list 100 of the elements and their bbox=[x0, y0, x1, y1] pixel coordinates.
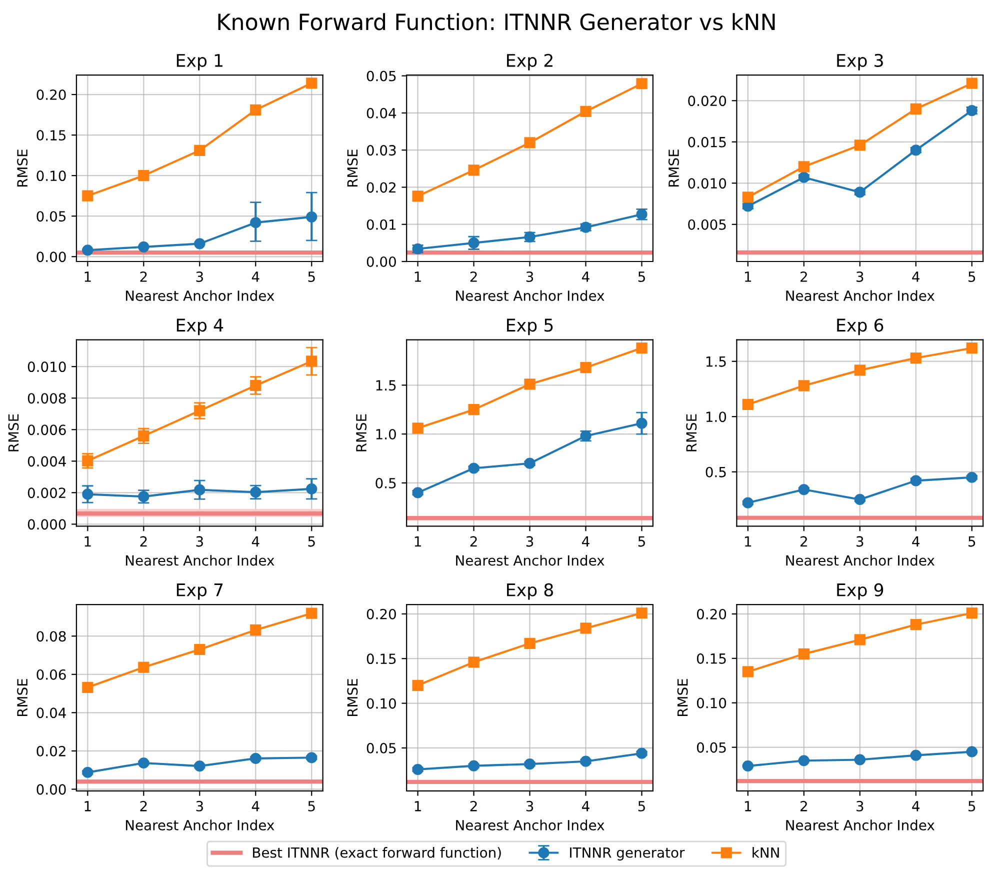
x-axis-title: Nearest Anchor Index bbox=[786, 290, 934, 301]
point bbox=[798, 380, 810, 392]
point bbox=[742, 192, 754, 203]
x-tick-label: 5 bbox=[968, 272, 976, 282]
y-tick-label: 0.10 bbox=[366, 698, 396, 709]
y-tick-label: 0.010 bbox=[28, 362, 66, 372]
x-tick-label: 1 bbox=[84, 536, 91, 546]
point bbox=[82, 488, 94, 500]
point bbox=[250, 752, 262, 764]
x-tick-label: 1 bbox=[84, 272, 91, 282]
point bbox=[138, 757, 150, 769]
point bbox=[742, 398, 754, 410]
point bbox=[910, 144, 922, 156]
chart-title: Exp 3 bbox=[837, 54, 883, 70]
point bbox=[306, 356, 318, 367]
point bbox=[854, 634, 866, 646]
y-tick-label: 0.00 bbox=[36, 784, 66, 795]
chart-title: Exp 6 bbox=[837, 318, 884, 336]
y-tick-label: 0.00 bbox=[36, 252, 66, 262]
x-tick-label: 1 bbox=[745, 801, 752, 812]
point bbox=[636, 418, 648, 429]
y-tick-label: 0.20 bbox=[36, 90, 66, 100]
point bbox=[412, 680, 424, 691]
point bbox=[82, 244, 94, 256]
y-tick-label: 0.20 bbox=[366, 608, 396, 620]
y-tick-label: 0.5 bbox=[706, 466, 726, 478]
y-tick-label: 0.010 bbox=[688, 178, 726, 189]
legend-label: Best ITNNR (exact forward function) bbox=[253, 847, 501, 860]
x-tick-label: 2 bbox=[470, 536, 477, 546]
point bbox=[854, 754, 866, 766]
point bbox=[306, 752, 318, 764]
x-tick-label: 5 bbox=[638, 801, 645, 812]
x-tick-label: 5 bbox=[308, 272, 315, 282]
point bbox=[194, 405, 206, 416]
y-tick-label: 1.0 bbox=[376, 429, 396, 440]
x-tick-label: 5 bbox=[638, 272, 645, 282]
point bbox=[306, 483, 318, 494]
x-tick-label: 3 bbox=[856, 271, 864, 282]
y-tick-label: 0.5 bbox=[376, 478, 396, 488]
chart-title: Exp 4 bbox=[176, 318, 224, 336]
x-tick-label: 4 bbox=[582, 272, 590, 282]
point bbox=[468, 462, 480, 474]
point bbox=[306, 608, 318, 619]
x-tick-label: 1 bbox=[84, 801, 91, 812]
y-tick-label: 0.15 bbox=[366, 654, 396, 664]
point bbox=[580, 106, 592, 118]
point bbox=[910, 619, 922, 630]
point bbox=[966, 342, 978, 354]
x-tick-label: 3 bbox=[196, 271, 203, 282]
point bbox=[250, 104, 262, 116]
x-tick-label: 5 bbox=[968, 801, 976, 812]
y-tick-label: 0.15 bbox=[36, 130, 66, 141]
y-tick-label: 0.05 bbox=[366, 742, 396, 754]
point bbox=[82, 766, 94, 778]
point bbox=[138, 241, 150, 252]
point bbox=[194, 144, 206, 156]
x-axis-title: Nearest Anchor Index bbox=[786, 554, 934, 566]
x-axis-title: Nearest Anchor Index bbox=[126, 554, 274, 566]
point bbox=[742, 760, 754, 772]
x-tick-label: 4 bbox=[252, 272, 260, 282]
point bbox=[910, 750, 922, 761]
x-tick-label: 3 bbox=[196, 800, 203, 812]
y-tick-label: 0.08 bbox=[36, 631, 66, 642]
y-tick-label: 0.20 bbox=[696, 608, 726, 620]
y-tick-label: 0.008 bbox=[28, 393, 66, 404]
x-tick-label: 4 bbox=[912, 536, 920, 546]
chart-title: Exp 9 bbox=[837, 583, 884, 600]
x-tick-label: 5 bbox=[308, 801, 315, 812]
x-tick-label: 3 bbox=[526, 800, 534, 812]
y-axis-title: RMSE bbox=[347, 150, 358, 187]
y-tick-label: 0.002 bbox=[28, 488, 66, 498]
point bbox=[636, 748, 648, 759]
y-tick-label: 0.05 bbox=[366, 70, 396, 82]
chart-title: Exp 8 bbox=[507, 583, 553, 600]
point bbox=[798, 648, 810, 660]
x-tick-label: 2 bbox=[800, 536, 807, 546]
x-tick-label: 1 bbox=[745, 536, 752, 546]
y-axis-title: RMSE bbox=[356, 414, 367, 452]
x-tick-label: 3 bbox=[856, 800, 864, 812]
point bbox=[636, 342, 648, 354]
point bbox=[524, 137, 536, 148]
point bbox=[412, 764, 424, 775]
point bbox=[250, 624, 262, 636]
point bbox=[524, 378, 536, 390]
y-axis-title: RMSE bbox=[17, 679, 28, 716]
point bbox=[524, 758, 536, 770]
point bbox=[412, 190, 424, 202]
x-axis-title: Nearest Anchor Index bbox=[456, 290, 604, 301]
x-tick-label: 4 bbox=[252, 801, 260, 812]
x-tick-label: 4 bbox=[582, 801, 590, 812]
legend-label: kNN bbox=[752, 847, 779, 858]
point bbox=[910, 352, 922, 364]
chart-title: Exp 1 bbox=[176, 54, 222, 70]
point bbox=[82, 682, 94, 693]
point bbox=[524, 458, 536, 469]
y-tick-label: 0.00 bbox=[366, 256, 396, 267]
y-tick-label: 0.005 bbox=[688, 219, 726, 230]
x-axis-title: Nearest Anchor Index bbox=[126, 290, 274, 301]
y-tick-label: 0.05 bbox=[36, 211, 66, 222]
point bbox=[412, 487, 424, 498]
